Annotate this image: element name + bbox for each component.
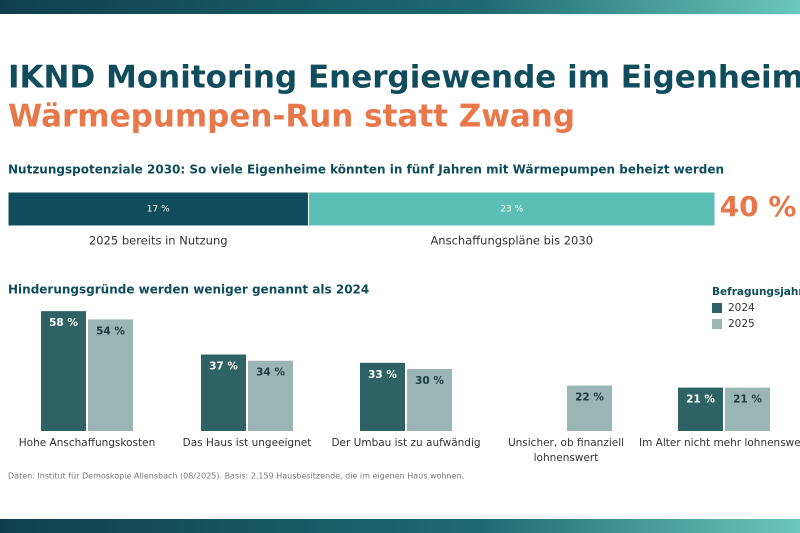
bar: [678, 387, 723, 431]
bar: [41, 311, 86, 431]
x-tick-label: Hohe Anschaffungskosten: [18, 437, 156, 449]
value-label: 58 %: [49, 317, 78, 329]
x-tick-label: Im Alter nicht mehr lohnenswert: [639, 437, 800, 449]
chart-title: Nutzungspotenziale 2030: So viele Eigenh…: [8, 163, 724, 177]
bar-segment: [7, 191, 309, 227]
x-tick-label: Das Haus ist ungeeignet: [182, 437, 312, 449]
source: Daten: Institut für Demoskopie Allensbac…: [8, 472, 464, 481]
bar: [407, 369, 452, 431]
value-label: 34 %: [256, 367, 285, 379]
value-label: 21 %: [686, 394, 715, 406]
value-label: 21 %: [733, 394, 762, 406]
bar: [360, 362, 405, 431]
top-band: [0, 0, 800, 14]
x-tick-label: Unsicher, ob finanziell lohnenswert: [507, 437, 625, 464]
value-label: 37 %: [209, 361, 238, 373]
bar: [725, 387, 770, 431]
legend-label: 2024: [728, 302, 755, 314]
value-label: 30 %: [415, 375, 444, 387]
x-tick-label: Der Umbau ist zu aufwändig: [331, 437, 481, 449]
bottom-band: [0, 519, 800, 533]
legend-swatch: [712, 303, 722, 313]
value-label: 17 %: [147, 205, 170, 215]
legend-title: Befragungsjahr: [712, 286, 800, 298]
value-label: 23 %: [500, 205, 523, 215]
segment-label: 2025 bereits in Nutzung: [89, 234, 228, 248]
subtitle: Wärmepumpen-Run statt Zwang: [8, 99, 575, 135]
value-label: 22 %: [575, 392, 604, 404]
legend-swatch: [712, 319, 722, 329]
chart-title: Hinderungsgründe werden weniger genannt …: [8, 283, 369, 297]
bar: [567, 385, 612, 431]
value-label: 33 %: [368, 369, 397, 381]
bar-segment: [307, 191, 716, 227]
bar: [248, 360, 293, 431]
segment-label: Anschaffungspläne bis 2030: [430, 234, 593, 248]
bar: [88, 319, 133, 431]
legend-label: 2025: [728, 318, 755, 330]
total-annotation: 40 %: [720, 190, 797, 223]
title: IKND Monitoring Energiewende im Eigenhei…: [8, 60, 800, 96]
value-label: 54 %: [96, 325, 125, 337]
bar: [201, 354, 246, 431]
